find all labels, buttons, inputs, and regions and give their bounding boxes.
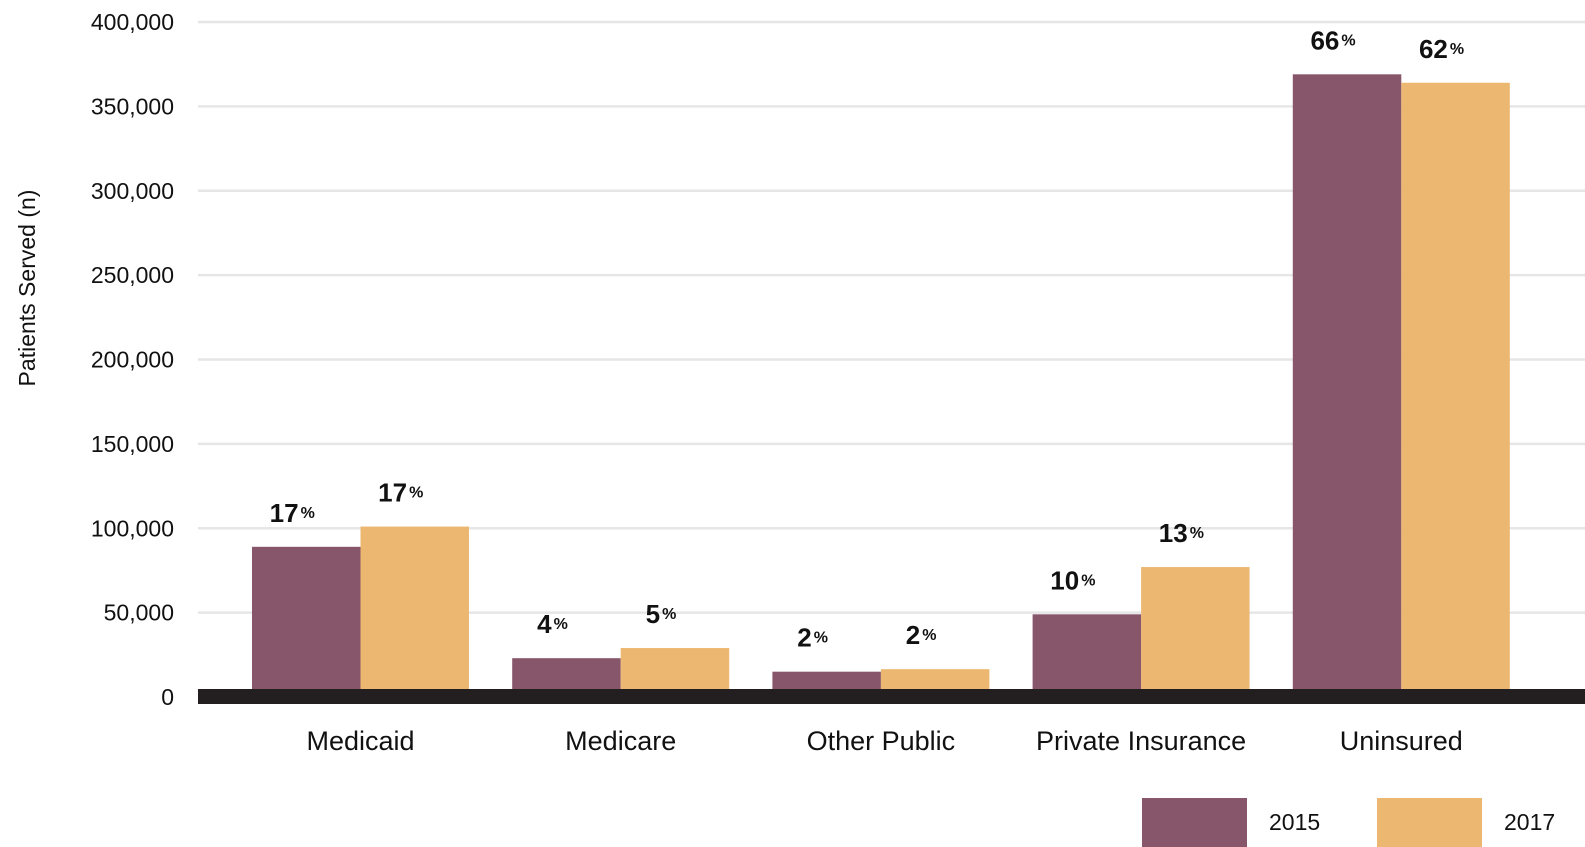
y-tick-label: 200,000 (91, 347, 174, 373)
data-label-suffix: % (814, 630, 828, 647)
data-label-value: 2 (797, 623, 811, 653)
data-label-value: 10 (1050, 565, 1079, 595)
x-category-label: Uninsured (1340, 726, 1463, 756)
x-category-label: Private Insurance (1036, 726, 1246, 756)
y-tick-label: 250,000 (91, 262, 174, 288)
y-tick-label: 50,000 (104, 600, 174, 626)
legend-swatch-2015 (1142, 798, 1247, 847)
data-label: 17% (270, 498, 315, 528)
bar-2015 (1292, 74, 1402, 697)
data-label: 62% (1419, 34, 1464, 64)
data-label-suffix: % (1450, 41, 1464, 58)
data-label: 4% (537, 609, 568, 639)
x-category-label: Medicare (565, 726, 676, 756)
y-tick-label: 400,000 (91, 9, 174, 35)
data-label: 66% (1310, 25, 1355, 55)
y-axis-ticks: 0 50,000 100,000 150,000 200,000 250,000 300,0… (91, 9, 174, 710)
data-label-suffix: % (1081, 572, 1095, 589)
legend: 2015 2017 (1142, 798, 1555, 847)
y-tick-label: 300,000 (91, 178, 174, 204)
data-label-value: 2 (906, 620, 920, 650)
y-tick-label: 0 (161, 684, 174, 710)
data-label: 5% (646, 599, 677, 629)
legend-label: 2015 (1269, 809, 1320, 835)
data-label-value: 66 (1310, 25, 1339, 55)
data-label-value: 13 (1159, 518, 1188, 548)
data-label-value: 5 (646, 599, 660, 629)
data-label: 2% (906, 620, 937, 650)
y-axis-label: Patients Served (n) (14, 190, 40, 387)
data-label-suffix: % (409, 485, 423, 502)
bar-2017 (1141, 567, 1250, 697)
data-label: 2% (797, 623, 828, 653)
data-label-suffix: % (554, 616, 568, 633)
x-category-label: Other Public (807, 726, 956, 756)
bar-2015 (1032, 614, 1142, 697)
data-label-suffix: % (301, 505, 315, 522)
x-category-label: Medicaid (306, 726, 414, 756)
legend-swatch-2017 (1377, 798, 1482, 847)
y-tick-label: 350,000 (91, 93, 174, 119)
bars (252, 74, 1510, 697)
bar-2017 (1401, 82, 1510, 697)
x-axis-categories: Medicaid Medicare Other Public Private Insu… (306, 726, 1462, 756)
data-labels: 17 %17 %4% 5 %2% 2 %10 %13 %66% 62% (270, 25, 1464, 652)
data-label: 17% (378, 478, 423, 508)
bar-2015 (252, 546, 361, 697)
data-label-value: 17 (378, 478, 407, 508)
data-label-suffix: % (662, 606, 676, 623)
data-label-value: 62 (1419, 34, 1448, 64)
data-label-suffix: % (922, 627, 936, 644)
y-tick-label: 100,000 (91, 515, 174, 541)
y-tick-label: 150,000 (91, 431, 174, 457)
data-label-suffix: % (1190, 525, 1204, 542)
legend-label: 2017 (1504, 809, 1555, 835)
data-label: 13% (1159, 518, 1204, 548)
x-axis-baseline (198, 689, 1585, 704)
data-label-value: 17 (270, 498, 299, 528)
data-label-suffix: % (1341, 32, 1355, 49)
data-label: 10% (1050, 565, 1095, 595)
bar-2017 (620, 648, 730, 697)
bar-2017 (360, 526, 469, 697)
data-label-value: 4 (537, 609, 552, 639)
